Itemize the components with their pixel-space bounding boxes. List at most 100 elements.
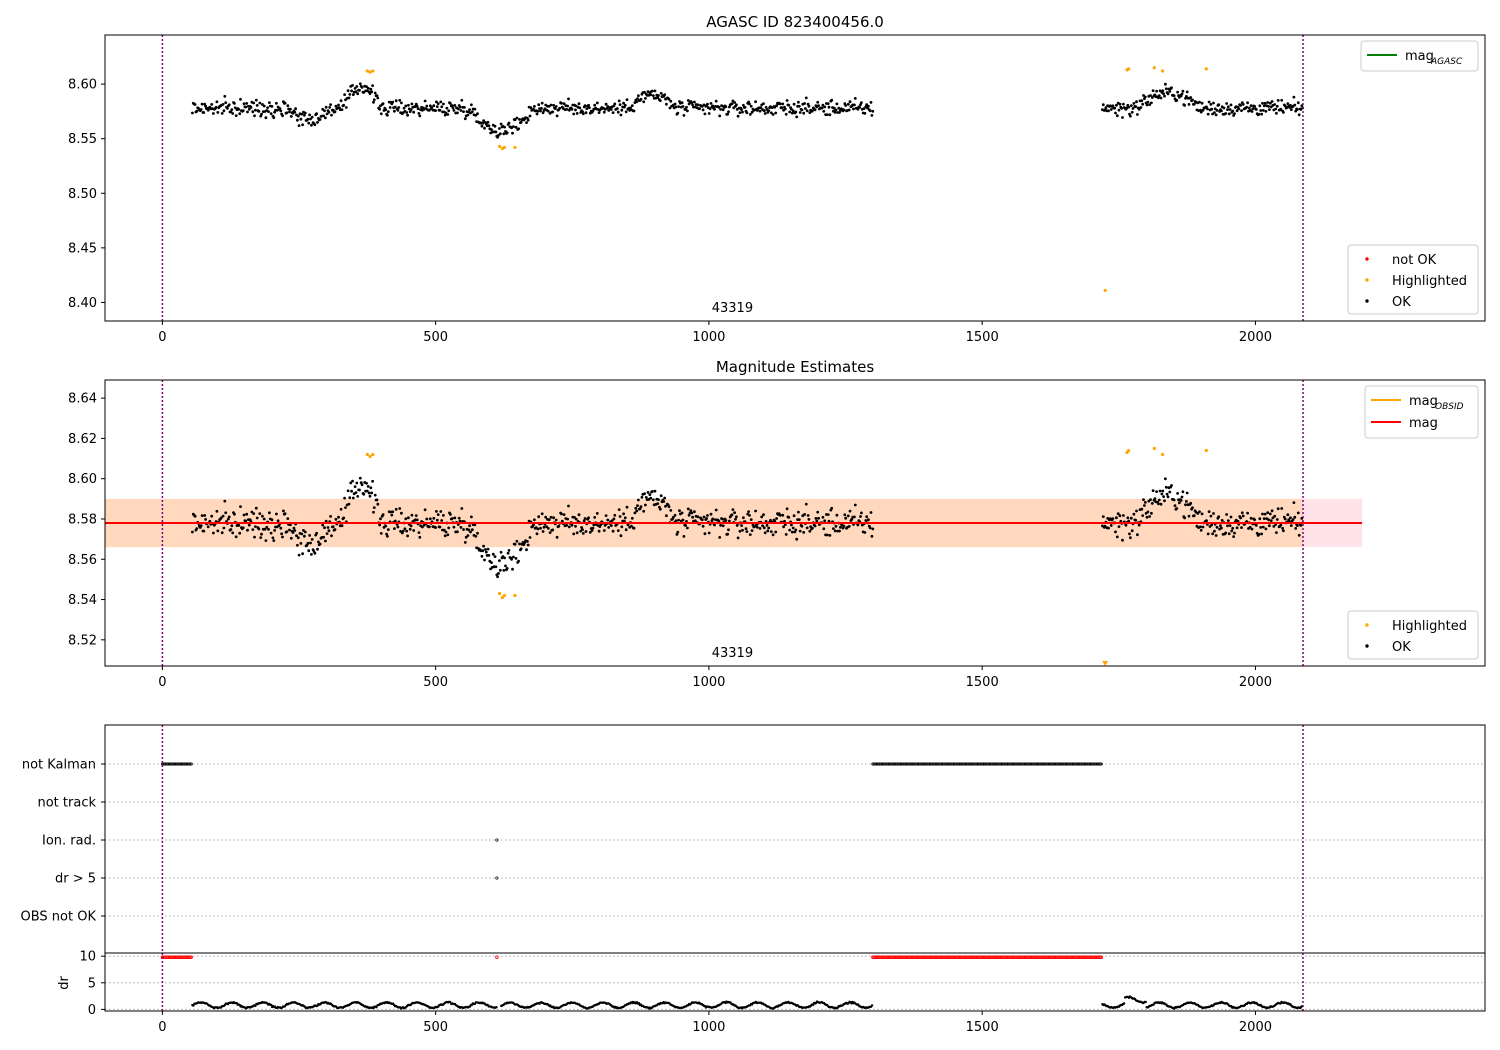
flags-points xyxy=(160,762,1304,1010)
ok-point xyxy=(1111,104,1115,108)
ok-point xyxy=(428,104,432,108)
ok-point xyxy=(435,105,439,108)
ok-point xyxy=(684,524,687,527)
flag-row-label: dr > 5 xyxy=(55,872,96,887)
ok-point xyxy=(264,116,268,120)
ok-point xyxy=(517,559,520,563)
dr-point xyxy=(375,1006,378,1009)
ok-point xyxy=(407,516,410,520)
ok-point xyxy=(354,491,358,494)
ok-point xyxy=(664,504,667,508)
line-legend-box xyxy=(1360,40,1479,72)
ok-point xyxy=(562,513,566,516)
ok-point xyxy=(540,107,543,110)
ok-point xyxy=(504,564,507,568)
ok-point xyxy=(686,526,689,530)
ok-point xyxy=(667,97,671,101)
ok-point xyxy=(330,534,333,538)
ok-point xyxy=(762,102,765,105)
ok-point xyxy=(349,481,353,485)
ok-point xyxy=(370,491,374,495)
ok-point xyxy=(381,513,385,516)
ok-point xyxy=(1212,512,1215,515)
ok-point xyxy=(223,94,227,98)
ok-point xyxy=(1113,106,1117,110)
ok-point xyxy=(1259,526,1263,529)
point-legend-box xyxy=(1347,610,1479,660)
ok-point xyxy=(847,108,851,112)
ok-point xyxy=(447,526,451,530)
ok-point xyxy=(1180,495,1184,499)
highlighted-point xyxy=(513,145,517,150)
ok-point xyxy=(428,108,431,112)
ok-point xyxy=(1207,510,1211,513)
ok-point xyxy=(237,524,241,527)
ok-point xyxy=(827,105,831,109)
ok-point xyxy=(1226,524,1229,528)
ok-point xyxy=(449,102,452,105)
ok-point xyxy=(353,485,357,488)
ok-point xyxy=(1286,102,1290,106)
highlighted-point xyxy=(365,69,369,73)
ok-point xyxy=(1228,524,1232,527)
ok-point xyxy=(191,530,194,534)
ok-point xyxy=(1226,105,1230,109)
ok-point xyxy=(1149,94,1152,97)
ok-point xyxy=(869,101,873,104)
ok-point xyxy=(853,515,856,519)
ok-point xyxy=(487,124,491,128)
ok-point xyxy=(753,525,757,528)
ok-point xyxy=(466,113,470,117)
ok-point xyxy=(1226,519,1230,522)
ok-point xyxy=(450,104,454,108)
ok-point xyxy=(703,532,707,536)
ok-point xyxy=(567,504,570,508)
ok-point xyxy=(732,106,736,110)
ok-point xyxy=(1262,517,1266,520)
ok-point xyxy=(1162,495,1165,498)
ok-point xyxy=(693,100,696,104)
ok-point xyxy=(1229,515,1233,519)
ok-point xyxy=(748,533,752,536)
ok-point xyxy=(1136,533,1139,537)
ok-point xyxy=(708,107,712,111)
ok-point xyxy=(253,114,256,118)
ok-point xyxy=(635,100,639,104)
ok-point xyxy=(1215,109,1219,112)
ok-point xyxy=(346,89,350,93)
ok-point xyxy=(805,109,809,113)
ok-point xyxy=(546,109,550,113)
ok-point xyxy=(468,108,471,111)
ok-point xyxy=(1150,511,1153,515)
ok-point xyxy=(327,110,331,114)
ok-point xyxy=(803,102,806,105)
ok-point xyxy=(860,101,863,104)
ok-point xyxy=(329,103,332,106)
ok-point xyxy=(769,530,773,533)
ok-point xyxy=(410,513,414,517)
ok-point xyxy=(313,123,317,126)
dr-notok-point xyxy=(1098,955,1102,959)
ok-point xyxy=(557,524,561,528)
ok-point xyxy=(1237,107,1241,111)
ok-point xyxy=(1214,534,1218,537)
y-tick-label: 8.50 xyxy=(68,187,97,202)
ok-point xyxy=(1164,477,1167,481)
ok-point xyxy=(334,104,338,108)
ok-point xyxy=(1119,519,1123,523)
ok-point xyxy=(1127,519,1131,523)
ok-point xyxy=(300,112,304,116)
ok-point xyxy=(1161,489,1165,493)
ok-point xyxy=(1261,109,1265,112)
ok-point xyxy=(711,517,715,521)
ok-point xyxy=(226,107,229,110)
ok-point xyxy=(755,109,759,112)
ok-point xyxy=(1101,515,1105,518)
ok-point xyxy=(1115,114,1119,118)
ok-point xyxy=(674,105,678,109)
ok-point xyxy=(802,111,806,115)
ok-point xyxy=(1185,95,1188,98)
ok-point xyxy=(369,486,373,490)
ok-point xyxy=(476,531,479,535)
ok-point xyxy=(795,537,799,541)
